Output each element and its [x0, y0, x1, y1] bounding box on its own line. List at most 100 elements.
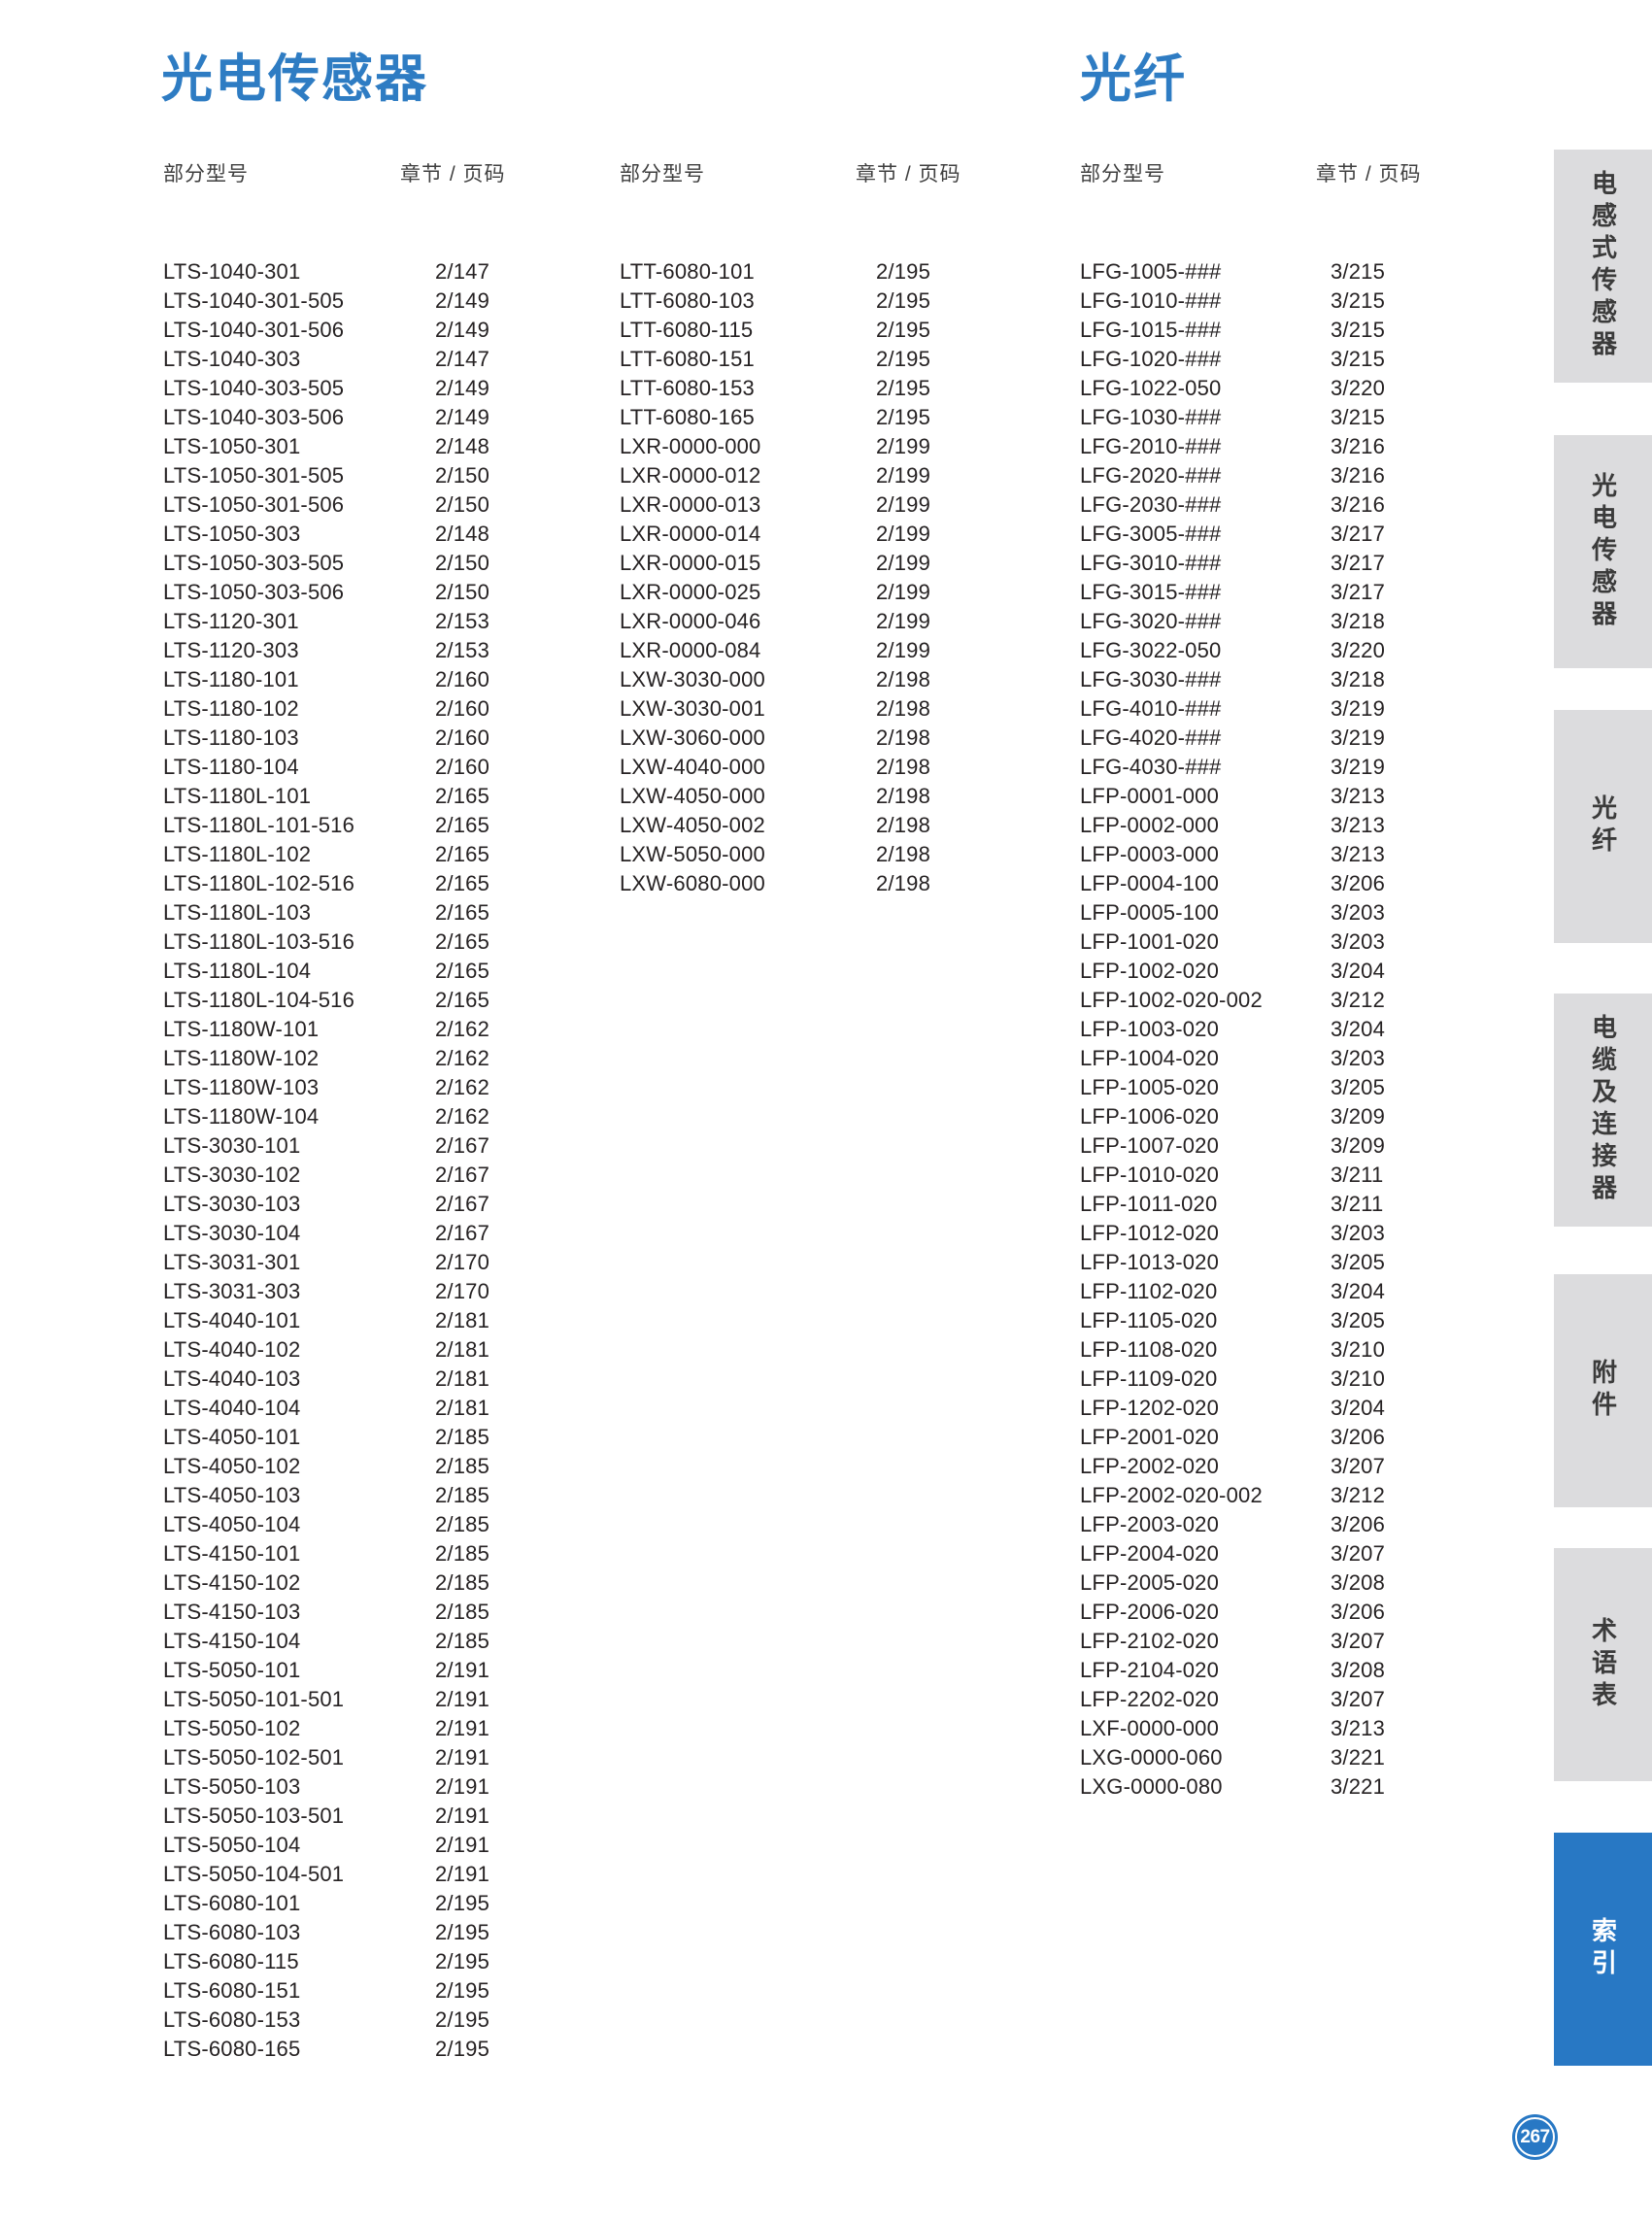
part-number: LFP-1011-020	[1080, 1192, 1218, 1216]
section-page-ref: 2/149	[435, 288, 490, 313]
part-number: LTT-6080-103	[620, 288, 755, 313]
part-number: LFP-1010-020	[1080, 1163, 1220, 1187]
table-row: LFP-1004-020 3/203	[1080, 1044, 1385, 1073]
table-row: LTS-1180-103 2/160	[163, 724, 489, 753]
index-column-2: LTT-6080-101 2/195 LTT-6080-103 2/195 LTT-60…	[620, 257, 930, 898]
section-page-ref: 2/162	[435, 1046, 490, 1070]
section-page-ref: 3/206	[1331, 871, 1386, 895]
part-number: LFP-1013-020	[1080, 1250, 1220, 1274]
table-row: LTS-1040-301-505 2/149	[163, 287, 489, 316]
part-number: LTS-6080-151	[163, 1978, 301, 2003]
section-page-ref: 2/165	[435, 813, 490, 837]
page-number-badge: 267	[1512, 2114, 1558, 2160]
section-page-ref: 2/185	[435, 1512, 490, 1536]
table-row: LFP-0002-000 3/213	[1080, 811, 1385, 840]
table-row: LFG-2030-### 3/216	[1080, 490, 1385, 520]
table-row: LXR-0000-000 2/199	[620, 432, 930, 461]
section-page-ref: 3/219	[1331, 725, 1386, 750]
part-number: LTS-1120-303	[163, 638, 299, 662]
section-page-ref: 3/221	[1331, 1774, 1386, 1799]
table-row: LTS-1180L-103 2/165	[163, 898, 489, 927]
part-number: LTS-5050-104	[163, 1833, 301, 1857]
section-page-ref: 2/199	[876, 638, 931, 662]
table-row: LTS-3030-101 2/167	[163, 1131, 489, 1161]
part-number: LFG-3015-###	[1080, 580, 1222, 604]
section-page-ref: 2/198	[876, 667, 931, 691]
table-row: LTS-5050-104-501 2/191	[163, 1860, 489, 1889]
section-page-ref: 2/199	[876, 580, 931, 604]
table-row: LTT-6080-115 2/195	[620, 316, 930, 345]
table-row: LTS-4150-104 2/185	[163, 1627, 489, 1656]
part-number: LTS-1180-103	[163, 725, 299, 750]
section-page-ref: 3/217	[1331, 580, 1386, 604]
section-page-ref: 3/205	[1331, 1308, 1386, 1332]
section-page-ref: 3/205	[1331, 1075, 1386, 1099]
section-page-ref: 3/204	[1331, 1396, 1386, 1420]
part-number: LXG-0000-060	[1080, 1745, 1223, 1770]
part-number: LFP-2006-020	[1080, 1600, 1220, 1624]
part-number: LXR-0000-014	[620, 522, 761, 546]
section-page-ref: 3/208	[1331, 1570, 1386, 1595]
table-row: LTS-3030-103 2/167	[163, 1190, 489, 1219]
sidebar-tab-inductive-sensors[interactable]: 电感式传感器	[1554, 150, 1652, 383]
table-row: LFG-4030-### 3/219	[1080, 753, 1385, 782]
part-number: LXR-0000-025	[620, 580, 761, 604]
section-page-ref: 3/212	[1331, 1483, 1386, 1507]
table-row: LTS-1180W-101 2/162	[163, 1015, 489, 1044]
part-number: LFP-1003-020	[1080, 1017, 1220, 1041]
table-row: LFG-4020-### 3/219	[1080, 724, 1385, 753]
table-row: LTT-6080-165 2/195	[620, 403, 930, 432]
section-page-ref: 3/203	[1331, 1221, 1386, 1245]
part-number: LFP-2202-020	[1080, 1687, 1220, 1711]
table-row: LTS-4150-103 2/185	[163, 1598, 489, 1627]
part-number: LXW-3030-001	[620, 696, 765, 721]
table-row: LFP-1011-020 3/211	[1080, 1190, 1383, 1219]
table-row: LTS-4040-104 2/181	[163, 1394, 489, 1423]
section-page-ref: 3/206	[1331, 1600, 1386, 1624]
sidebar-tab-photoelectric-sensors[interactable]: 光电传感器	[1554, 435, 1652, 668]
part-number: LTS-4150-101	[163, 1541, 301, 1566]
part-number: LFG-3022-050	[1080, 638, 1222, 662]
part-number: LTS-6080-103	[163, 1920, 301, 1944]
part-number: LXW-5050-000	[620, 842, 765, 866]
table-row: LTS-1180-104 2/160	[163, 753, 489, 782]
section-page-ref: 2/198	[876, 842, 931, 866]
part-number: LTS-1180L-103	[163, 900, 312, 925]
section-page-ref: 2/165	[435, 871, 490, 895]
part-number: LTS-4050-103	[163, 1483, 301, 1507]
part-number: LTS-1180W-102	[163, 1046, 320, 1070]
part-number: LFP-2002-020	[1080, 1454, 1220, 1478]
section-page-ref: 2/153	[435, 609, 490, 633]
sidebar-tab-accessories[interactable]: 附件	[1554, 1274, 1652, 1507]
table-row: LTS-3030-104 2/167	[163, 1219, 489, 1248]
sidebar-tab-cables-connectors[interactable]: 电缆及连接器	[1554, 994, 1652, 1227]
sidebar-tab-glossary[interactable]: 术语表	[1554, 1548, 1652, 1781]
section-page-ref: 2/195	[435, 2037, 490, 2061]
section-page-ref: 2/195	[876, 405, 931, 429]
part-number: LXW-3030-000	[620, 667, 765, 691]
table-row: LXW-4050-000 2/198	[620, 782, 930, 811]
part-number: LTS-6080-115	[163, 1949, 299, 1973]
sidebar-tab-index[interactable]: 索引	[1554, 1833, 1652, 2066]
table-row: LTS-1050-303-505 2/150	[163, 549, 489, 578]
part-number: LXR-0000-015	[620, 551, 761, 575]
part-number: LXR-0000-046	[620, 609, 761, 633]
part-number: LTS-3030-102	[163, 1163, 301, 1187]
section-page-ref: 3/207	[1331, 1629, 1386, 1653]
part-number: LTS-1050-303-506	[163, 580, 345, 604]
section-page-ref: 2/191	[435, 1862, 490, 1886]
section-page-ref: 2/147	[435, 347, 490, 371]
table-row: LFG-3022-050 3/220	[1080, 636, 1385, 665]
table-row: LTT-6080-103 2/195	[620, 287, 930, 316]
table-row: LFP-0005-100 3/203	[1080, 898, 1385, 927]
part-number: LTS-1040-303-506	[163, 405, 345, 429]
table-row: LXR-0000-015 2/199	[620, 549, 930, 578]
section-page-ref: 3/215	[1331, 405, 1386, 429]
sidebar-tab-fiber-optics[interactable]: 光纤	[1554, 710, 1652, 943]
part-number: LTT-6080-151	[620, 347, 755, 371]
section-page-ref: 2/195	[435, 1920, 490, 1944]
part-number: LTS-1180L-102	[163, 842, 312, 866]
part-number: LTS-6080-165	[163, 2037, 301, 2061]
sidebar-tab-label: 术语表	[1588, 1616, 1618, 1713]
part-number: LFG-2020-###	[1080, 463, 1222, 488]
